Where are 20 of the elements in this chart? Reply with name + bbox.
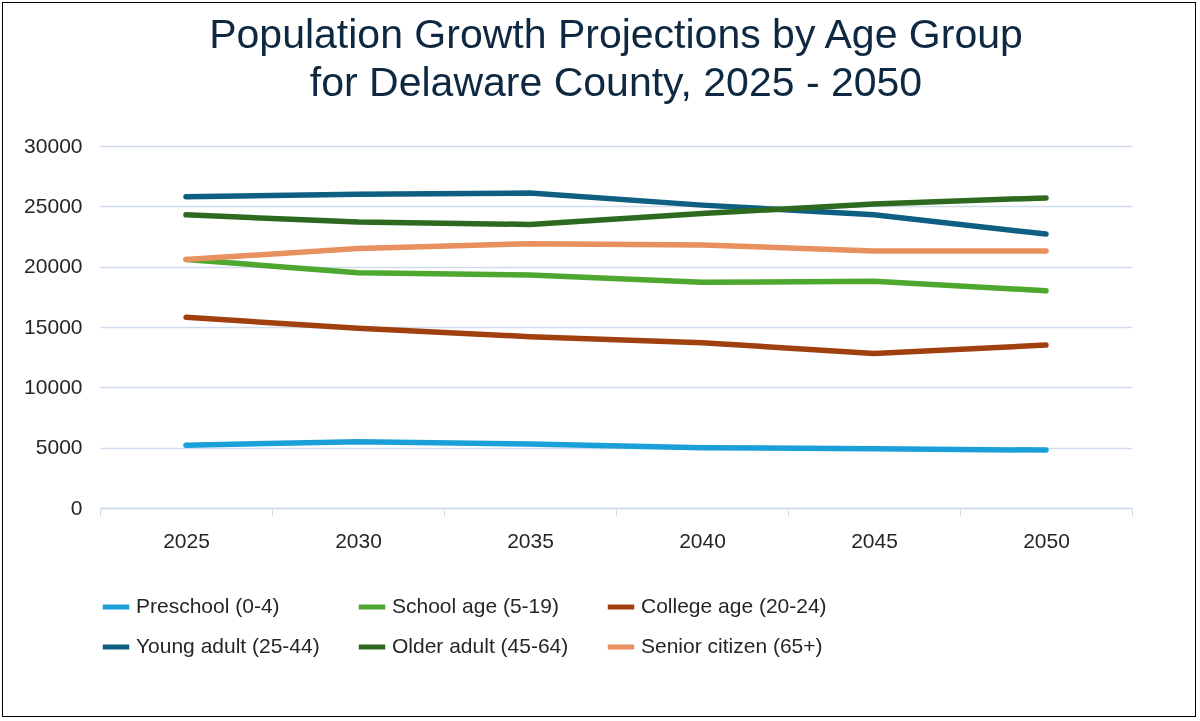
y-tick-label: 5000 <box>35 435 83 459</box>
x-tick-label: 2040 <box>679 528 726 552</box>
legend-label: Senior citizen (65+) <box>641 634 823 657</box>
legend-label: College age (20-24) <box>641 594 827 617</box>
x-tick-label: 2050 <box>1023 528 1070 552</box>
legend-label: Older adult (45-64) <box>392 634 569 657</box>
x-tick-label: 2035 <box>507 528 554 552</box>
y-tick-label: 15000 <box>24 314 83 338</box>
legend-label: Preschool (0-4) <box>136 594 280 617</box>
x-tick-label: 2045 <box>851 528 898 552</box>
y-tick-label: 0 <box>70 495 83 519</box>
legend-label: School age (5-19) <box>392 594 559 617</box>
legend-label: Young adult (25-44) <box>136 634 320 657</box>
y-tick-label: 30000 <box>24 133 83 157</box>
x-tick-label: 2025 <box>163 528 210 552</box>
chart-title: Population Growth Projections by Age Group for Delaware County, 2025 - 2050 <box>209 11 1023 105</box>
y-tick-label: 25000 <box>24 193 83 217</box>
y-tick-label: 10000 <box>24 374 83 398</box>
x-tick-label: 2030 <box>335 528 382 552</box>
y-tick-label: 20000 <box>24 254 83 278</box>
